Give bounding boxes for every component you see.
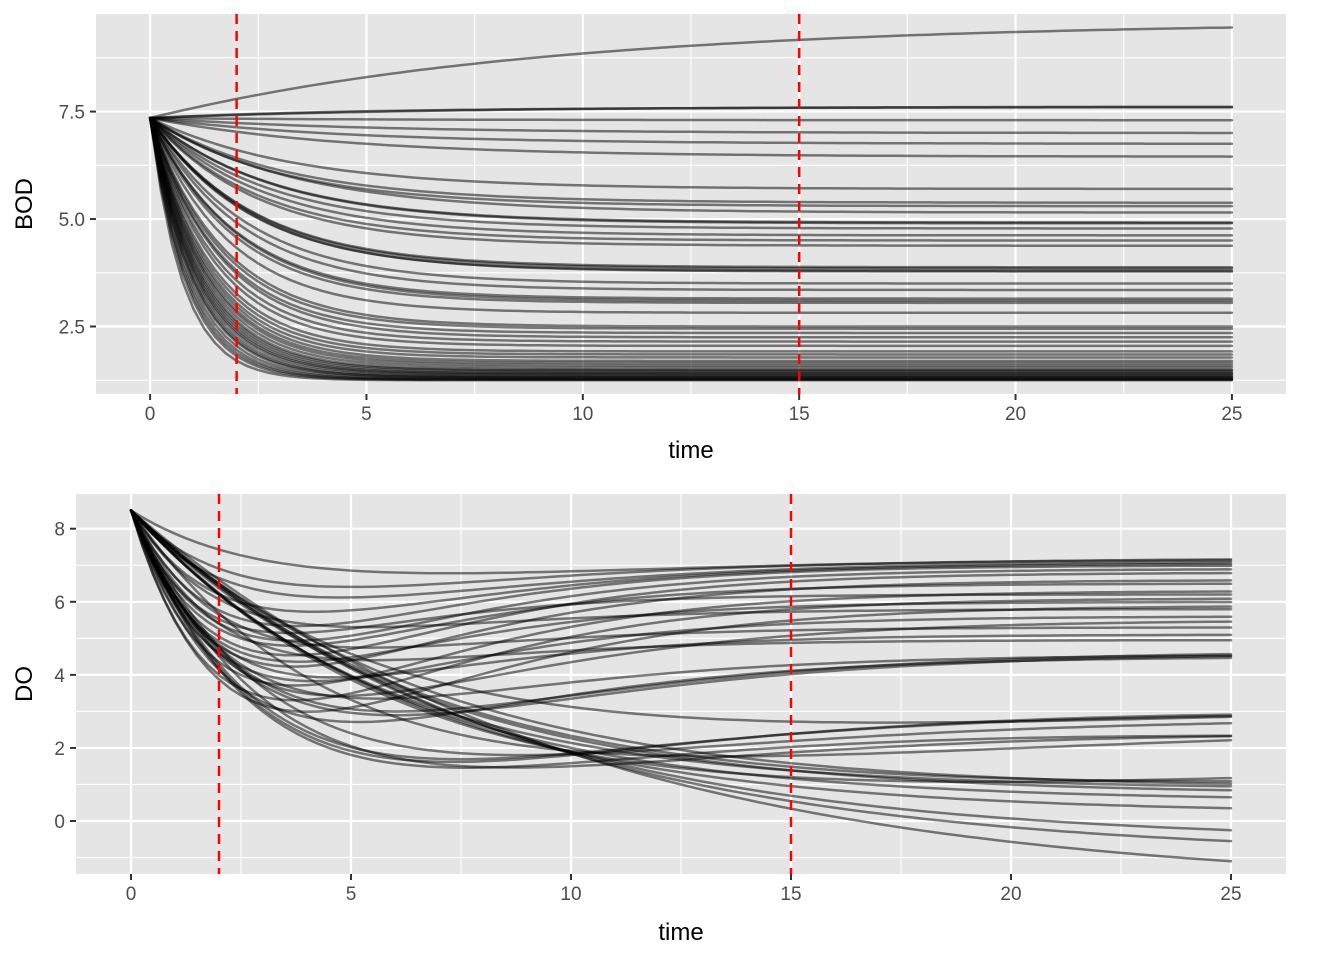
series-line-27 bbox=[129, 509, 1233, 757]
series-line-31 bbox=[148, 116, 1234, 343]
series-line-2 bbox=[129, 509, 1233, 599]
x-tick-label: 25 bbox=[1221, 404, 1242, 425]
series-line-12 bbox=[148, 116, 1234, 225]
series-line-22 bbox=[148, 116, 1234, 292]
x-tick-label: 20 bbox=[1000, 884, 1021, 905]
series-line-22 bbox=[129, 509, 1233, 700]
x-tick-label: 15 bbox=[780, 884, 801, 905]
series-line-21 bbox=[148, 116, 1234, 285]
series-line-20 bbox=[148, 116, 1234, 273]
series-line-36 bbox=[148, 116, 1234, 363]
y-tick-label: 6 bbox=[54, 593, 65, 614]
x-tick-label: 5 bbox=[361, 404, 372, 425]
series-line-9 bbox=[148, 116, 1234, 208]
y-tick-label: 7.5 bbox=[59, 103, 85, 124]
x-axis-title: time bbox=[668, 437, 713, 464]
x-tick-label: 25 bbox=[1220, 884, 1241, 905]
series-line-5 bbox=[148, 116, 1234, 145]
series-line-23 bbox=[148, 116, 1234, 300]
series-line-16 bbox=[148, 116, 1234, 247]
series-line-10 bbox=[148, 116, 1234, 214]
series-line-3 bbox=[129, 509, 1233, 613]
series-line-7 bbox=[148, 116, 1234, 191]
bod-panel: 0 5 10 15 20 25 2.5 5.0 7.5 time BOD bbox=[11, 14, 1286, 464]
series-line-28 bbox=[148, 116, 1234, 330]
y-axis-title: DO bbox=[11, 666, 38, 702]
series-line-15 bbox=[148, 116, 1234, 242]
series-line-28 bbox=[129, 509, 1233, 758]
series-line-6 bbox=[129, 509, 1233, 657]
series-line-14 bbox=[148, 116, 1234, 237]
x-tick-label: 5 bbox=[346, 884, 357, 905]
series-line-3 bbox=[148, 116, 1234, 122]
series-line-24 bbox=[148, 116, 1234, 302]
series-line-10 bbox=[129, 509, 1233, 635]
series-line-26 bbox=[148, 116, 1234, 315]
series-line-33 bbox=[148, 116, 1234, 353]
x-tick-label: 10 bbox=[560, 884, 581, 905]
series-line-31 bbox=[129, 509, 1233, 784]
series-line-39 bbox=[148, 116, 1234, 369]
y-axis-title: BOD bbox=[11, 178, 38, 230]
series-line-13 bbox=[148, 116, 1234, 230]
series-line-38 bbox=[148, 116, 1234, 367]
y-tick-label: 2.5 bbox=[59, 318, 85, 339]
series-line-0 bbox=[148, 26, 1234, 120]
series-line-9 bbox=[129, 509, 1233, 687]
series-line-30 bbox=[148, 116, 1234, 339]
series-line-42 bbox=[148, 116, 1234, 373]
y-tick-label: 0 bbox=[54, 812, 65, 833]
series-line-11 bbox=[129, 509, 1233, 702]
series-line-1 bbox=[129, 509, 1233, 589]
series-line-35 bbox=[148, 116, 1234, 359]
x-tick-label: 0 bbox=[126, 884, 137, 905]
y-tick-label: 2 bbox=[54, 739, 65, 760]
y-tick-label: 4 bbox=[54, 666, 65, 687]
series-line-25 bbox=[148, 116, 1234, 305]
series-line-4 bbox=[148, 116, 1234, 135]
x-tick-label: 0 bbox=[145, 404, 156, 425]
x-tick-label: 20 bbox=[1005, 404, 1026, 425]
do-panel: 0 5 10 15 20 25 0 2 4 6 8 time DO bbox=[11, 494, 1286, 946]
series-line-37 bbox=[129, 509, 1233, 810]
series-line-29 bbox=[148, 116, 1234, 335]
series-line-32 bbox=[148, 116, 1234, 348]
series-line-40 bbox=[129, 509, 1233, 863]
series-line-38 bbox=[129, 509, 1233, 832]
series-line-8 bbox=[148, 116, 1234, 204]
series-line-37 bbox=[148, 116, 1234, 365]
series-line-53 bbox=[148, 116, 1234, 382]
series-line-26 bbox=[129, 509, 1233, 761]
series-line-18 bbox=[148, 116, 1234, 270]
series-line-27 bbox=[148, 116, 1234, 328]
series-line-14 bbox=[129, 509, 1233, 629]
y-tick-label: 8 bbox=[54, 520, 65, 541]
series-line-6 bbox=[148, 116, 1234, 158]
series-line-39 bbox=[129, 509, 1233, 843]
series-line-34 bbox=[148, 116, 1234, 356]
y-tick-label: 5.0 bbox=[59, 210, 85, 231]
x-axis-title: time bbox=[658, 919, 703, 946]
x-tick-label: 15 bbox=[789, 404, 810, 425]
x-tick-label: 10 bbox=[572, 404, 593, 425]
series-line-2 bbox=[148, 106, 1234, 120]
